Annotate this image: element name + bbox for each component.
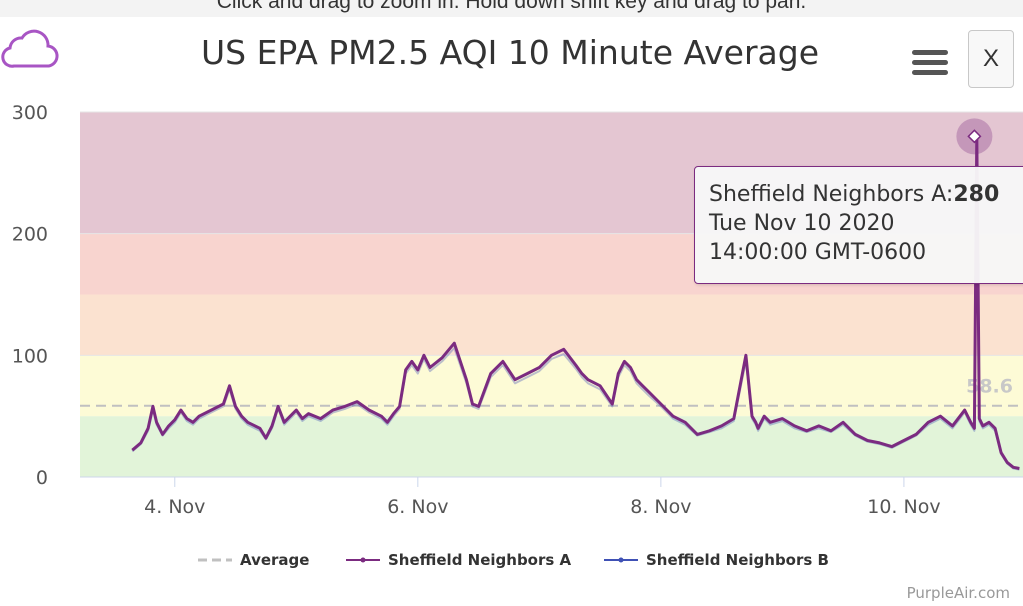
y-tick-label: 200 — [12, 224, 48, 246]
average-label: 58.6 — [966, 376, 1013, 398]
tooltip-series-name: Sheffield Neighbors A — [709, 182, 946, 207]
legend-item-series-a[interactable]: Sheffield Neighbors A — [346, 551, 571, 569]
y-tick-label: 0 — [36, 467, 48, 489]
chart-legend: Average Sheffield Neighbors A Sheffield … — [0, 551, 1023, 575]
tooltip-date: Tue Nov 10 2020 — [709, 211, 895, 236]
legend-series-b-label: Sheffield Neighbors B — [646, 551, 829, 569]
legend-series-a-label: Sheffield Neighbors A — [388, 551, 572, 569]
legend-average-label: Average — [240, 551, 310, 569]
x-tick-label: 8. Nov — [630, 496, 691, 518]
menu-line — [912, 50, 948, 55]
top-hint-bar: Click and drag to zoom in. Hold down shi… — [0, 0, 1023, 17]
tooltip-time: 14:00:00 GMT-0600 — [709, 240, 927, 265]
close-button[interactable]: X — [968, 30, 1014, 88]
legend-average-symbol — [198, 558, 232, 562]
chart-title: US EPA PM2.5 AQI 10 Minute Average — [200, 33, 820, 72]
tooltip-series-line: Sheffield Neighbors A:280 — [709, 182, 1000, 207]
zoom-hint-text: Click and drag to zoom in. Hold down shi… — [216, 0, 807, 13]
credits-link[interactable]: PurpleAir.com — [906, 584, 1010, 602]
hamburger-menu-icon[interactable] — [912, 50, 948, 76]
menu-line — [912, 60, 948, 65]
menu-line — [912, 70, 948, 75]
legend-item-average[interactable]: Average — [198, 551, 309, 569]
legend-series-a-symbol — [346, 557, 380, 563]
tooltip: Sheffield Neighbors A:280 Tue Nov 10 202… — [694, 166, 1023, 284]
aqi-band — [80, 294, 1023, 356]
legend-series-b-symbol — [604, 557, 638, 563]
x-tick-label: 6. Nov — [387, 496, 448, 518]
tooltip-value: 280 — [953, 182, 1000, 207]
legend-item-series-b[interactable]: Sheffield Neighbors B — [604, 551, 829, 569]
y-tick-label: 300 — [12, 102, 48, 124]
hover-point-marker — [967, 129, 982, 144]
y-tick-label: 100 — [12, 345, 48, 367]
cloud-icon[interactable] — [0, 28, 60, 74]
series-a-line — [131, 134, 1020, 470]
aqi-band — [80, 416, 1023, 477]
x-tick-label: 10. Nov — [867, 496, 940, 518]
x-tick-label: 4. Nov — [144, 496, 205, 518]
